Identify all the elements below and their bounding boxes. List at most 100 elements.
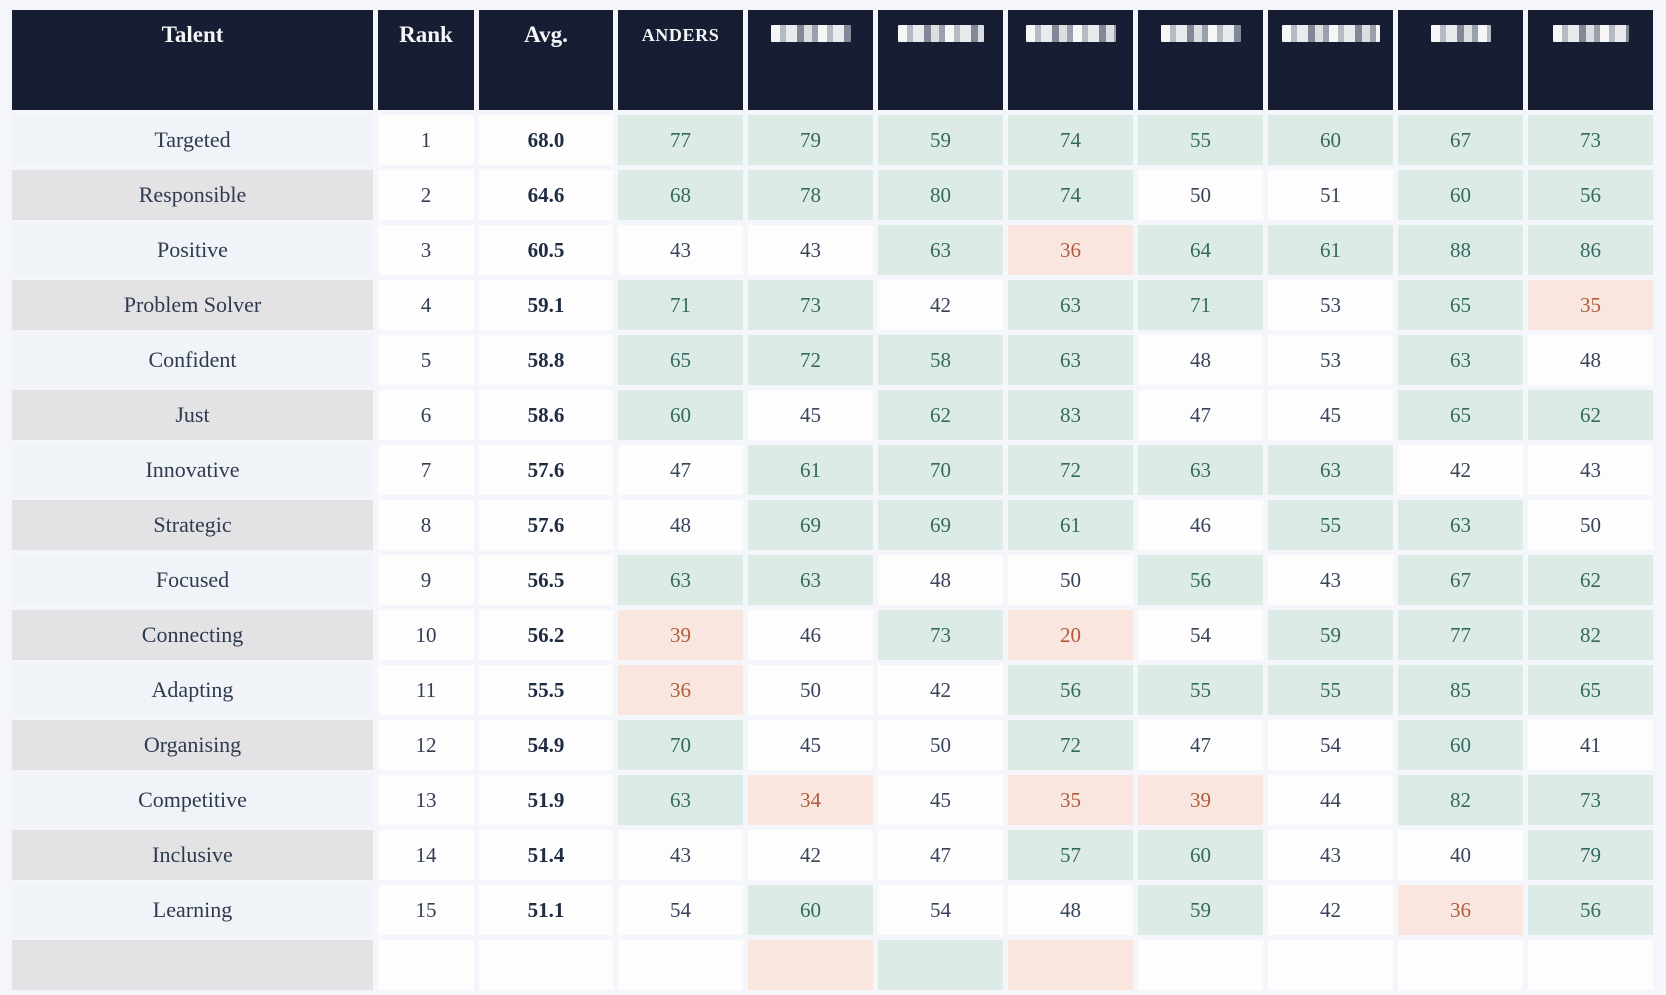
talent-score-table: Talent Rank Avg. ANDERS Targeted 1 68.0 77 79 59…: [7, 5, 1658, 995]
score-cell: 53: [1268, 280, 1393, 330]
score-cell: 56: [1138, 555, 1263, 605]
score-cell: 56: [1008, 665, 1133, 715]
table-row: Just 6 58.6 60 45 62 83 47 45 65 62: [12, 390, 1653, 440]
score-cell: 79: [748, 115, 873, 165]
avg-cell: 68.0: [479, 115, 613, 165]
score-cell: 42: [878, 280, 1003, 330]
score-cell: 73: [878, 610, 1003, 660]
column-header-redacted-person-4: [748, 10, 873, 110]
score-cell: 73: [1528, 115, 1653, 165]
score-cell: 40: [1398, 830, 1523, 880]
score-cell: 65: [1528, 665, 1653, 715]
score-cell: 69: [748, 500, 873, 550]
redacted-name-mosaic: [1025, 25, 1116, 42]
score-cell: 43: [1268, 555, 1393, 605]
talent-cell: Inclusive: [12, 830, 373, 880]
score-cell: 63: [618, 555, 743, 605]
score-cell: 63: [748, 555, 873, 605]
avg-cell: 55.5: [479, 665, 613, 715]
rank-cell: 13: [378, 775, 474, 825]
score-cell: 65: [1398, 280, 1523, 330]
rank-cell: 1: [378, 115, 474, 165]
talent-cell: Organising: [12, 720, 373, 770]
score-cell: 51: [1268, 170, 1393, 220]
score-cell: 47: [1138, 390, 1263, 440]
talent-cell: Targeted: [12, 115, 373, 165]
rank-cell: 3: [378, 225, 474, 275]
score-cell: 46: [1138, 500, 1263, 550]
score-cell: 77: [618, 115, 743, 165]
table-body: Targeted 1 68.0 77 79 59 74 55 60 67 73 Responsible…: [12, 115, 1653, 990]
rank-cell: 9: [378, 555, 474, 605]
score-cell: 63: [1398, 335, 1523, 385]
score-cell: 48: [1008, 885, 1133, 935]
rank-cell: [378, 940, 474, 990]
score-cell: 42: [878, 665, 1003, 715]
avg-cell: 51.9: [479, 775, 613, 825]
avg-cell: 56.2: [479, 610, 613, 660]
score-cell: 35: [1008, 775, 1133, 825]
score-cell: 54: [878, 885, 1003, 935]
score-cell: 47: [878, 830, 1003, 880]
redacted-name-mosaic: [897, 25, 984, 42]
talent-cell: Strategic: [12, 500, 373, 550]
table-row: Adapting 11 55.5 36 50 42 56 55 55 85 65: [12, 665, 1653, 715]
talent-cell: Adapting: [12, 665, 373, 715]
avg-cell: 58.6: [479, 390, 613, 440]
score-cell: 82: [1398, 775, 1523, 825]
table-row: Targeted 1 68.0 77 79 59 74 55 60 67 73: [12, 115, 1653, 165]
avg-cell: 56.5: [479, 555, 613, 605]
score-cell: 39: [618, 610, 743, 660]
score-cell: 57: [1008, 830, 1133, 880]
score-cell: 35: [1528, 280, 1653, 330]
table-row: Innovative 7 57.6 47 61 70 72 63 63 42 43: [12, 445, 1653, 495]
column-header-redacted-person-7: [1138, 10, 1263, 110]
score-cell: 45: [1268, 390, 1393, 440]
table-row: Organising 12 54.9 70 45 50 72 47 54 60 41: [12, 720, 1653, 770]
redacted-name-mosaic: [1281, 25, 1380, 42]
score-cell: [1138, 940, 1263, 990]
score-cell: 83: [1008, 390, 1133, 440]
score-cell: 43: [1528, 445, 1653, 495]
score-cell: 63: [1138, 445, 1263, 495]
column-header-redacted-person-5: [878, 10, 1003, 110]
column-header-redacted-person-6: [1008, 10, 1133, 110]
score-cell: 88: [1398, 225, 1523, 275]
score-cell: 65: [618, 335, 743, 385]
column-header-person-anders: ANDERS: [618, 10, 743, 110]
score-cell: 71: [1138, 280, 1263, 330]
score-cell: 50: [878, 720, 1003, 770]
rank-cell: 8: [378, 500, 474, 550]
avg-cell: 51.1: [479, 885, 613, 935]
score-cell: 63: [1008, 335, 1133, 385]
score-cell: 77: [1398, 610, 1523, 660]
score-cell: 67: [1398, 555, 1523, 605]
table-row: Inclusive 14 51.4 43 42 47 57 60 43 40 79: [12, 830, 1653, 880]
score-cell: 85: [1398, 665, 1523, 715]
score-cell: 63: [1398, 500, 1523, 550]
score-cell: 82: [1528, 610, 1653, 660]
score-cell: [1268, 940, 1393, 990]
score-cell: 42: [1268, 885, 1393, 935]
score-cell: 45: [748, 390, 873, 440]
redacted-name-mosaic: [1430, 25, 1491, 42]
talent-cell: Responsible: [12, 170, 373, 220]
header-row: Talent Rank Avg. ANDERS: [12, 10, 1653, 110]
talent-cell: Innovative: [12, 445, 373, 495]
score-cell: 44: [1268, 775, 1393, 825]
talent-cell: Problem Solver: [12, 280, 373, 330]
score-cell: 60: [618, 390, 743, 440]
talent-cell: Competitive: [12, 775, 373, 825]
score-cell: 60: [1138, 830, 1263, 880]
score-cell: [1008, 940, 1133, 990]
score-cell: 55: [1268, 500, 1393, 550]
score-cell: 20: [1008, 610, 1133, 660]
rank-cell: 11: [378, 665, 474, 715]
score-cell: 61: [748, 445, 873, 495]
talent-cell: Focused: [12, 555, 373, 605]
column-header-rank: Rank: [378, 10, 474, 110]
avg-cell: 59.1: [479, 280, 613, 330]
rank-cell: 10: [378, 610, 474, 660]
score-cell: 42: [1398, 445, 1523, 495]
score-cell: 50: [1008, 555, 1133, 605]
